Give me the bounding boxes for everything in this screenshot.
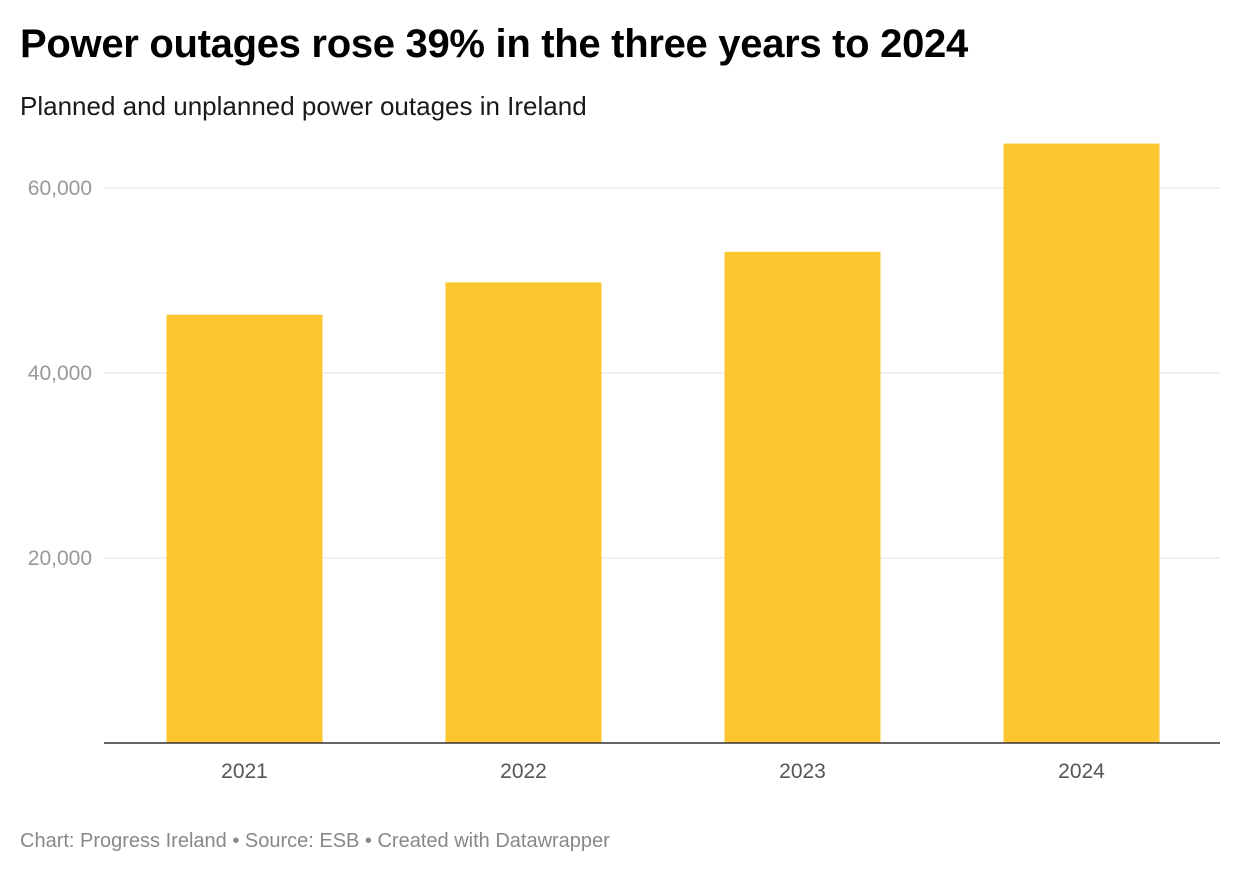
x-tick-label: 2024: [1058, 760, 1105, 783]
chart-title: Power outages rose 39% in the three year…: [20, 22, 968, 66]
y-tick-label: 60,000: [28, 177, 92, 200]
bar-2021: [166, 314, 323, 743]
bar-2022: [445, 282, 602, 743]
x-tick-label: 2022: [500, 760, 547, 783]
chart-subtitle: Planned and unplanned power outages in I…: [20, 91, 587, 121]
y-tick-label: 40,000: [28, 362, 92, 385]
bar-2023: [724, 251, 881, 743]
bar-2024: [1003, 143, 1160, 744]
x-tick-label: 2023: [779, 760, 826, 783]
y-tick-label: 20,000: [28, 547, 92, 570]
chart-footer: Chart: Progress Ireland • Source: ESB • …: [20, 830, 610, 852]
x-tick-label: 2021: [221, 760, 268, 783]
